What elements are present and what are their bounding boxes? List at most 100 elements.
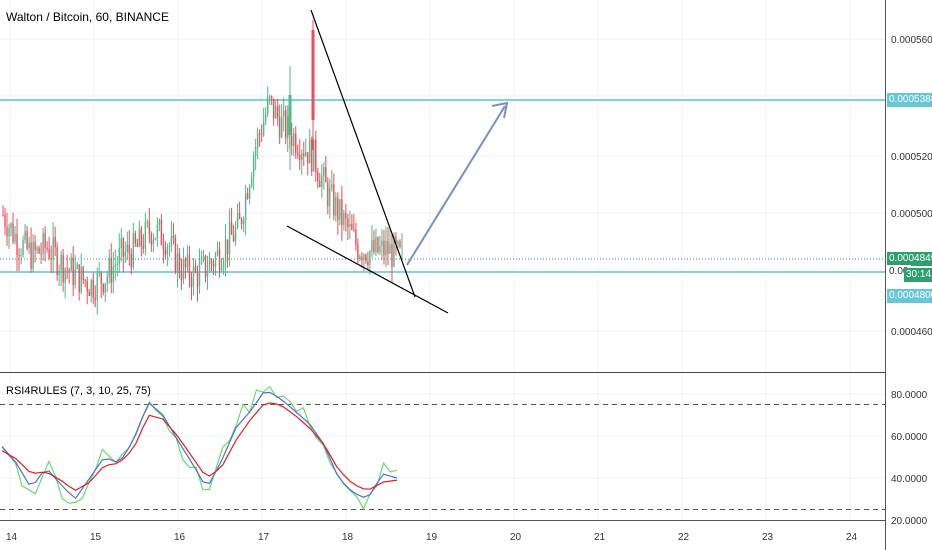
candle-body: [311, 30, 315, 120]
candle-body: [341, 199, 343, 226]
candle-body: [72, 257, 74, 286]
candle-body: [347, 218, 349, 228]
candle-body: [14, 233, 16, 242]
projection-arrow-shaft: [406, 105, 506, 266]
candle-body: [391, 244, 393, 267]
candle-body: [198, 263, 201, 287]
candle-body: [272, 98, 275, 119]
candle-body: [154, 237, 157, 240]
candle-body: [114, 265, 116, 267]
rsi-axis-tick-label: 60.0000: [891, 432, 928, 443]
candle-body: [36, 247, 38, 251]
candle-body: [12, 223, 14, 242]
candle-body: [387, 241, 389, 254]
time-axis-tick-label: 19: [426, 532, 438, 543]
candle-body: [278, 117, 281, 138]
candle-body: [140, 228, 143, 247]
candle-body: [180, 273, 183, 280]
candle-body: [397, 241, 399, 245]
time-axis-tick-label: 15: [90, 532, 102, 543]
candle-body: [216, 249, 219, 256]
candle-body: [30, 242, 32, 269]
candle-body: [146, 222, 149, 224]
candle-body: [86, 281, 88, 292]
candle-body: [335, 197, 337, 216]
candle-body: [200, 258, 203, 264]
candle-body: [256, 133, 259, 148]
candle-body: [112, 266, 114, 283]
candle-body: [16, 233, 18, 256]
candle-body: [317, 171, 319, 181]
candle-body: [365, 254, 367, 262]
candle-body: [10, 223, 12, 229]
candle-body: [385, 241, 387, 256]
candle-body: [6, 227, 8, 237]
candle-body: [118, 248, 120, 264]
bar-countdown-badge: 30:14: [904, 268, 932, 282]
candle-body: [339, 199, 341, 221]
candle-body: [110, 257, 112, 283]
candle-body: [266, 97, 269, 115]
candle-body: [124, 251, 127, 257]
candle-body: [359, 256, 361, 260]
candle-body: [50, 258, 52, 260]
candle-body: [305, 152, 307, 156]
support-price-partial-label: 0.00: [889, 266, 909, 277]
candle-body: [70, 257, 72, 271]
candle-body: [82, 266, 84, 280]
symbol-title[interactable]: Walton / Bitcoin, 60, BINANCE: [6, 10, 169, 24]
candle-body: [54, 237, 56, 248]
candle-body: [138, 228, 141, 247]
candle-body: [222, 262, 225, 268]
candle-body: [262, 121, 265, 136]
candle-body: [389, 244, 391, 254]
candle-body: [351, 224, 353, 230]
time-axis-tick-label: 21: [594, 532, 606, 543]
candle-body: [20, 254, 22, 256]
time-axis-tick-label: 23: [762, 532, 774, 543]
candle-body: [42, 233, 44, 254]
candle-body: [98, 272, 100, 274]
candle-body: [395, 236, 397, 245]
indicator-title[interactable]: RSI4RULES (7, 3, 10, 25, 75): [6, 385, 151, 397]
candle-body: [240, 219, 243, 225]
candle-body: [108, 257, 110, 277]
candle-body: [361, 256, 363, 261]
candle-body: [94, 297, 96, 300]
candle-body: [176, 253, 179, 272]
candle-body: [325, 167, 327, 183]
candle-body: [353, 229, 355, 231]
time-axis-tick-label: 14: [6, 532, 18, 543]
candle-body: [315, 139, 317, 172]
candle-body: [134, 233, 137, 244]
candle-body: [78, 264, 80, 292]
candle-body: [254, 147, 257, 157]
candle-body: [244, 193, 247, 221]
support-price-label: 0.0004800: [889, 290, 932, 301]
candle-body: [311, 139, 313, 172]
candle-body: [234, 226, 237, 242]
candle-body: [90, 280, 92, 296]
candle-body: [40, 253, 42, 255]
candle-body: [32, 241, 34, 269]
candle-body: [128, 244, 131, 255]
candle-body: [343, 212, 345, 226]
upper-trendline: [310, 9, 416, 298]
candle-body: [331, 184, 333, 188]
bar-countdown-label: 30:14: [906, 269, 932, 280]
candle-body: [186, 255, 189, 268]
candle-body: [291, 135, 293, 147]
candle-body: [307, 152, 309, 164]
candle-body: [252, 156, 255, 178]
candle-body: [236, 213, 239, 227]
drawings-layer[interactable]: [286, 9, 509, 314]
candle-body: [232, 234, 235, 242]
rsi-layer: [0, 385, 885, 511]
candle-body: [8, 228, 10, 237]
candle-body: [357, 244, 359, 260]
current-price-badge: 0.0004849: [887, 252, 932, 266]
